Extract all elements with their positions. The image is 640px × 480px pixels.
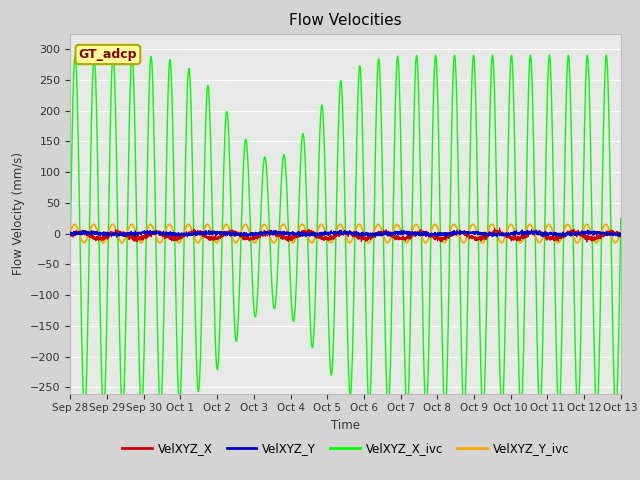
VelXYZ_Y bbox=[298, 229, 306, 235]
VelXYZ_X_ivc bbox=[574, 409, 582, 415]
VelXYZ_X bbox=[328, 235, 336, 240]
VelXYZ_X bbox=[496, 225, 504, 231]
VelXYZ_X_ivc bbox=[573, 391, 580, 396]
VelXYZ_Y bbox=[600, 230, 608, 236]
VelXYZ_X bbox=[573, 232, 580, 238]
Line: VelXYZ_X: VelXYZ_X bbox=[70, 228, 621, 242]
VelXYZ_X_ivc bbox=[584, 52, 591, 58]
VelXYZ_X bbox=[617, 234, 625, 240]
Line: VelXYZ_X_ivc: VelXYZ_X_ivc bbox=[70, 55, 621, 412]
VelXYZ_X_ivc bbox=[67, 231, 74, 237]
VelXYZ_X_ivc bbox=[600, 96, 608, 102]
VelXYZ_X_ivc bbox=[302, 181, 310, 187]
VelXYZ_Y_ivc bbox=[600, 223, 608, 228]
VelXYZ_Y_ivc bbox=[617, 228, 625, 234]
VelXYZ_Y_ivc bbox=[67, 229, 74, 235]
VelXYZ_X bbox=[583, 239, 591, 245]
VelXYZ_X_ivc bbox=[467, 148, 474, 154]
Line: VelXYZ_Y: VelXYZ_Y bbox=[70, 230, 621, 237]
VelXYZ_Y_ivc bbox=[573, 240, 580, 246]
VelXYZ_Y_ivc bbox=[467, 225, 474, 230]
VelXYZ_X_ivc bbox=[328, 370, 336, 376]
VelXYZ_Y bbox=[113, 234, 120, 240]
VelXYZ_Y_ivc bbox=[328, 239, 336, 245]
VelXYZ_Y_ivc bbox=[298, 222, 306, 228]
VelXYZ_Y bbox=[67, 230, 74, 236]
VelXYZ_Y bbox=[302, 230, 310, 236]
VelXYZ_Y bbox=[573, 232, 580, 238]
VelXYZ_X bbox=[67, 230, 74, 236]
VelXYZ_Y_ivc bbox=[302, 228, 310, 234]
VelXYZ_Y bbox=[617, 231, 625, 237]
VelXYZ_X_ivc bbox=[617, 216, 625, 221]
VelXYZ_Y bbox=[527, 227, 535, 233]
VelXYZ_X bbox=[600, 229, 608, 235]
VelXYZ_Y_ivc bbox=[80, 240, 88, 246]
Legend: VelXYZ_X, VelXYZ_Y, VelXYZ_X_ivc, VelXYZ_Y_ivc: VelXYZ_X, VelXYZ_Y, VelXYZ_X_ivc, VelXYZ… bbox=[118, 437, 573, 460]
Y-axis label: Flow Velocity (mm/s): Flow Velocity (mm/s) bbox=[12, 152, 24, 275]
VelXYZ_X bbox=[298, 231, 305, 237]
Title: Flow Velocities: Flow Velocities bbox=[289, 13, 402, 28]
VelXYZ_Y bbox=[467, 230, 474, 236]
VelXYZ_Y bbox=[328, 230, 336, 236]
Text: GT_adcp: GT_adcp bbox=[79, 48, 137, 61]
Line: VelXYZ_Y_ivc: VelXYZ_Y_ivc bbox=[70, 224, 621, 243]
VelXYZ_X_ivc bbox=[298, 140, 305, 145]
VelXYZ_X bbox=[467, 235, 474, 241]
VelXYZ_Y_ivc bbox=[526, 221, 534, 227]
X-axis label: Time: Time bbox=[331, 419, 360, 432]
VelXYZ_X bbox=[302, 231, 310, 237]
